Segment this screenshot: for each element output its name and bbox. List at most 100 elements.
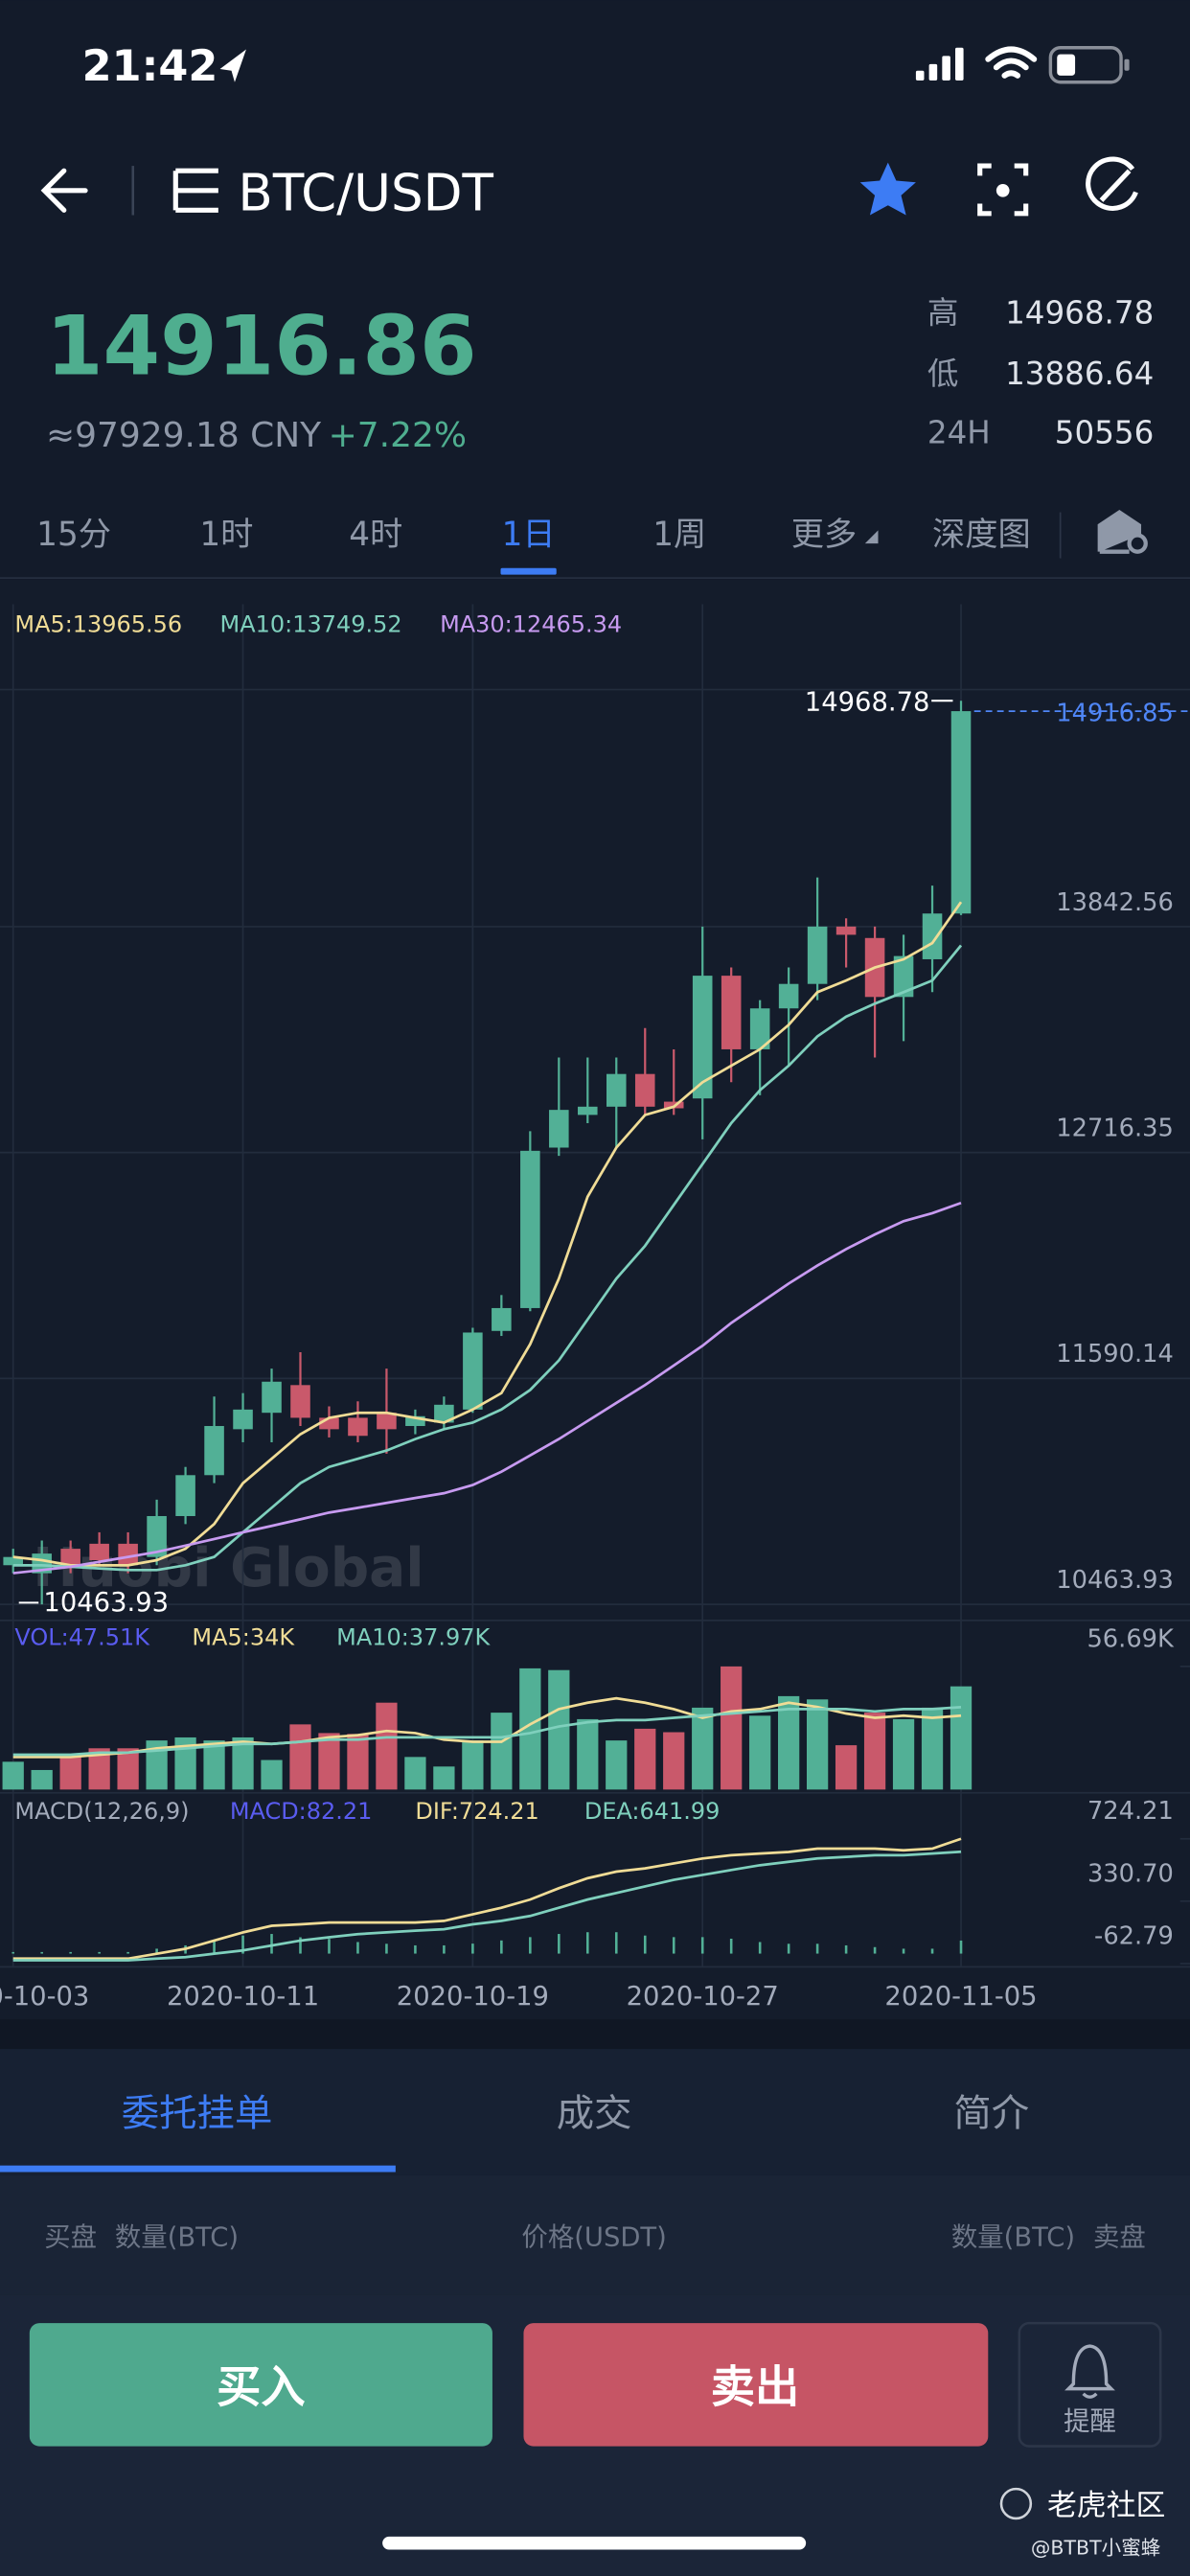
alert-button[interactable] [1018,2321,1162,2448]
volume-bar [806,1699,829,1790]
high-label: 14968.78 [805,687,930,717]
macd-bar [98,1951,101,1954]
legend-entry: MA10:37.97K [336,1624,491,1651]
macd-bar [356,1942,359,1954]
order-tab[interactable]: 简介 [953,2092,1029,2136]
y-tick-label: 13842.56 [1056,888,1174,917]
legend-entry: MACD(12,26,9) [14,1798,189,1825]
favorite-star[interactable] [859,162,916,216]
candle-body [290,1385,310,1418]
candle-body [578,1106,598,1116]
candle-body [807,926,828,984]
candle-body [434,1404,454,1423]
interval-tab[interactable]: 深度图 [932,516,1031,554]
macd-bar [672,1937,675,1954]
order-tab[interactable]: 委托挂单 [122,2092,273,2136]
volume-bar [404,1757,426,1790]
last-price: 14916.86 [46,299,477,395]
volume-bar [721,1666,743,1790]
volume-bar [174,1736,196,1790]
book-header: 买盘 [44,2223,97,2253]
macd-bar [155,1948,158,1954]
battery-tip [1124,58,1130,71]
book-header-bar [0,2174,1190,2295]
cny-price: ≈97929.18 CNY [46,416,322,455]
bell-icon [1064,2344,1115,2399]
macd-bar [758,1942,762,1954]
candle-body [175,1475,195,1516]
buy-button[interactable] [29,2323,492,2447]
alert-label: 提醒 [1064,2406,1116,2436]
book-header: 数量(BTC) [115,2223,239,2253]
volume-bar [203,1740,225,1790]
low-label: 10463.93 [43,1588,169,1618]
order-tab-underline [0,2165,396,2173]
x-tick-label: 2020-10-27 [627,1982,779,2012]
candle-body [405,1415,425,1427]
candle-body [492,1307,512,1331]
candle-body [89,1543,109,1561]
macd-bar [643,1935,647,1954]
candle-body [749,1008,770,1049]
interval-tab[interactable]: 15分 [36,516,111,554]
volume-bar [376,1702,398,1790]
volume-bar [749,1715,771,1790]
back-button[interactable] [40,168,88,213]
stat-value: 13886.64 [1005,356,1154,392]
last-price-label: 14916.85 [1056,699,1174,727]
active-underline [500,567,557,575]
volume-bar [692,1707,714,1790]
interval-tab[interactable]: 1日 [502,516,556,554]
menu-icon[interactable] [172,168,218,213]
macd-bar [873,1946,877,1954]
interval-tab[interactable]: 1时 [199,516,253,554]
volume-bar [289,1724,311,1790]
macd-bar [443,1944,446,1954]
volume-bar [921,1707,944,1790]
screenshot-dot [995,183,1010,197]
candle-body [319,1417,339,1430]
indicator-line [12,1696,962,1759]
legend-entry: VOL:47.51K [14,1624,150,1651]
user-watermark: @BTBT小蜜蜂 [1031,2537,1161,2560]
refresh-icon[interactable] [1086,156,1138,211]
volume-bar [663,1732,685,1790]
book-header: 数量(BTC) [951,2223,1075,2253]
interval-tab[interactable]: 4时 [349,516,402,554]
macd-bar [558,1934,561,1954]
battery-level [1057,54,1076,76]
legend-entry: MA10:13749.52 [220,611,402,638]
macd-bar [126,1951,129,1954]
book-header: 卖盘 [1093,2223,1146,2253]
sell-button[interactable] [523,2323,989,2447]
candle-body [118,1543,138,1566]
stat-label: 高 [927,295,959,332]
y-tick-label: 330.70 [1087,1859,1174,1888]
candle-body [721,976,742,1049]
indicator-line [12,901,963,1567]
settings-icon[interactable] [1097,509,1142,554]
site-logo [999,2487,1033,2520]
macd-bar [299,1937,302,1954]
candle-body [463,1332,483,1410]
y-tick-label: 10463.93 [1056,1566,1174,1595]
interval-tab[interactable]: 更多 [791,516,858,554]
indicator-line [12,1201,962,1575]
candle-body [204,1426,224,1476]
volume-bar [892,1718,915,1790]
macd-bar [729,1939,733,1954]
legend-entry: MA30:12465.34 [440,611,622,638]
order-tab[interactable]: 成交 [557,2092,632,2136]
interval-tabs: 15分 1时 4时 1日 1周 更多 深度图 [36,516,1031,554]
y-tick-label: 56.69K [1087,1624,1175,1653]
candle-body [893,955,914,998]
volume-bar [347,1734,369,1790]
interval-tab[interactable]: 1周 [652,516,706,554]
volume-bar [31,1769,53,1790]
volume-bar [232,1736,254,1790]
order-tabs-bar [0,2049,1190,2175]
indicator-line [12,1837,962,1961]
price-change: +7.22% [329,416,467,455]
candle-body [377,1413,397,1430]
screenshot-icon[interactable] [977,163,1029,217]
